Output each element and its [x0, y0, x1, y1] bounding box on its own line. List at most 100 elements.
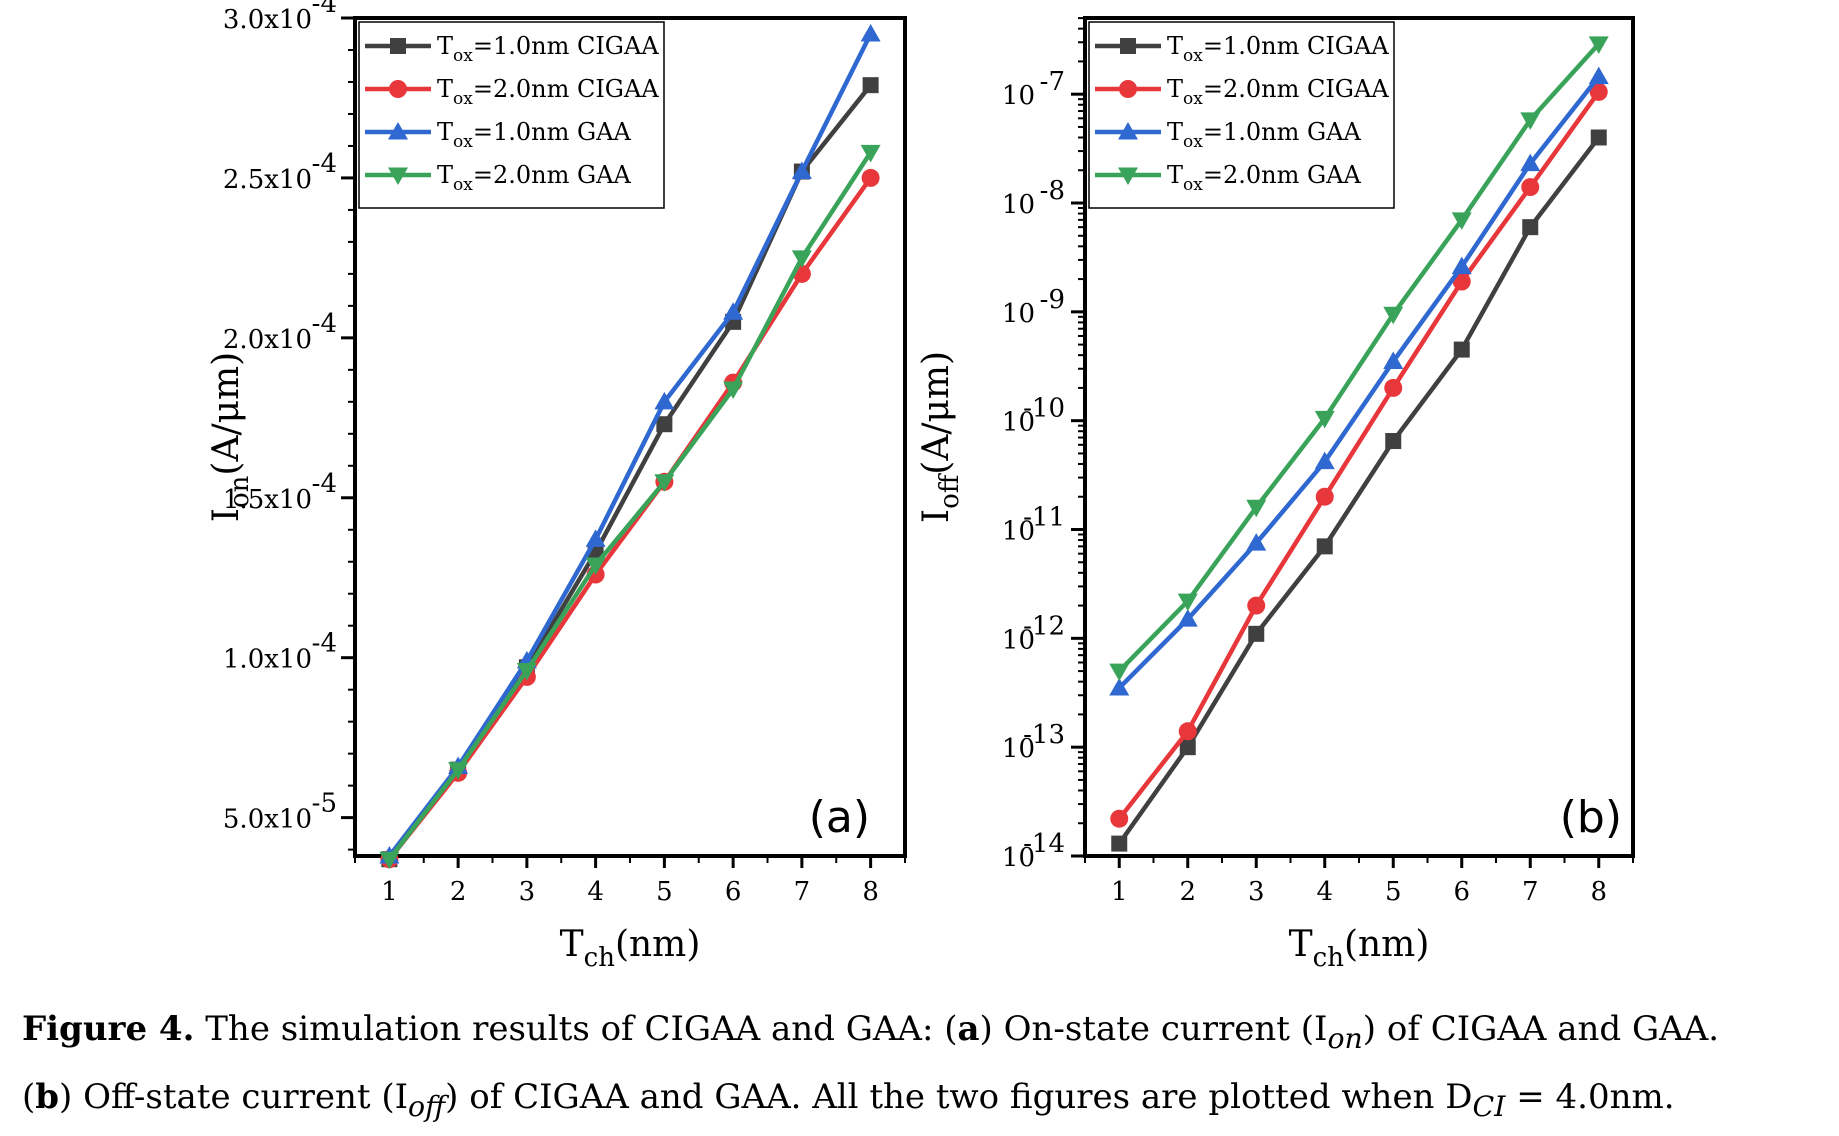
- series-line: [387, 151, 873, 861]
- x-tick-label: 3: [1248, 877, 1265, 907]
- y-tick-exponent: -14: [1023, 829, 1065, 859]
- y-axis-label: Ioff(A/μm): [916, 351, 965, 523]
- panel-label: (b): [1560, 792, 1622, 843]
- caption-panel-a: a: [957, 1009, 980, 1049]
- y-tick-exponent: -4: [312, 469, 337, 499]
- legend-sub: ox: [1183, 46, 1203, 66]
- legend-rest: =1.0nm CIGAA: [1203, 32, 1389, 60]
- data-point: [1110, 809, 1129, 828]
- y-label-base: I: [916, 509, 957, 523]
- legend-label: Tox=2.0nm CIGAA: [1167, 75, 1389, 109]
- series-line: [1117, 136, 1601, 845]
- data-point: [723, 381, 744, 400]
- y-tick-exponent: -13: [1023, 720, 1065, 750]
- x-axis-label: Tch(nm): [560, 924, 701, 973]
- data-point: [1520, 112, 1541, 130]
- x-tick-label: 6: [725, 877, 742, 907]
- data-point: [1109, 677, 1130, 696]
- data-point: [860, 23, 881, 42]
- data-point: [791, 250, 812, 268]
- x-tick-label: 4: [1316, 877, 1333, 907]
- y-tick-exponent: -4: [312, 309, 337, 339]
- y-label-unit: (A/μm): [916, 351, 957, 475]
- y-tick-mantissa: 10: [1002, 734, 1035, 764]
- data-point: [1588, 36, 1609, 54]
- y-tick-mantissa: 10: [1002, 299, 1035, 329]
- caption-sub: off: [408, 1089, 446, 1123]
- data-point: [862, 77, 879, 94]
- legend-rest: =2.0nm GAA: [473, 161, 632, 189]
- legend-rest: =2.0nm GAA: [1203, 161, 1362, 189]
- legend-rest: =2.0nm CIGAA: [1203, 75, 1389, 103]
- y-tick-label: 10: [1002, 843, 1035, 873]
- legend-marker: [1118, 167, 1138, 185]
- data-point: [1520, 153, 1541, 172]
- caption-line-2: (b) Off-state current (Ioff) of CIGAA an…: [22, 1068, 1822, 1136]
- y-tick-mantissa: 10: [1002, 81, 1035, 111]
- legend-sub: ox: [1183, 175, 1203, 195]
- legend-sub: ox: [1183, 89, 1203, 109]
- data-point: [654, 474, 675, 492]
- data-point: [1451, 212, 1472, 230]
- y-tick-exponent: -10: [1023, 394, 1065, 424]
- data-point: [1246, 499, 1267, 518]
- series-line: [1117, 90, 1601, 821]
- caption-text: ) of CIGAA and GAA.: [1362, 1009, 1720, 1049]
- legend-label: Tox=1.0nm GAA: [1167, 118, 1361, 152]
- y-tick-exponent: -11: [1023, 503, 1065, 533]
- data-point: [516, 662, 537, 681]
- series-line: [1117, 75, 1601, 690]
- y-tick-exponent: -5: [312, 789, 337, 819]
- legend-rest: =1.0nm CIGAA: [473, 32, 659, 60]
- y-tick-label: 10: [1002, 734, 1035, 764]
- y-label-sub: off: [935, 472, 965, 509]
- y-tick-label: 10: [1002, 625, 1035, 655]
- x-tick-label: 2: [450, 877, 467, 907]
- chart-a: 1 2 3 4 5 6 7 85.0x10-51.0x10-41.5x10-42.0x10-4…: [206, 0, 907, 973]
- data-point: [1111, 835, 1128, 852]
- caption-text: = 4.0nm.: [1505, 1076, 1675, 1117]
- legend-base: T: [1167, 32, 1183, 60]
- caption-text: ) of CIGAA and GAA. All the two figures …: [445, 1076, 1473, 1117]
- data-point: [1384, 378, 1403, 397]
- data-point: [1452, 272, 1471, 291]
- x-tick-label: 1: [381, 877, 398, 907]
- data-point: [656, 416, 673, 433]
- data-point: [448, 762, 469, 780]
- figure-canvas: 1 2 3 4 5 6 7 85.0x10-51.0x10-41.5x10-42.0x10-4…: [206, 0, 1635, 973]
- data-point: [860, 144, 881, 163]
- y-label-unit: (A/μm): [206, 352, 247, 476]
- legend-label: Tox=1.0nm CIGAA: [1167, 32, 1389, 66]
- y-tick-exponent: -4: [312, 629, 337, 659]
- caption-text: The simulation results of CIGAA and GAA:…: [194, 1009, 958, 1049]
- data-point: [1314, 451, 1335, 470]
- legend-base: T: [437, 75, 453, 103]
- y-tick-mantissa: 10: [1002, 190, 1035, 220]
- y-tick-mantissa: 2.5x10: [223, 165, 312, 195]
- y-tick-label: 2.0x10: [223, 325, 312, 355]
- data-point: [1179, 739, 1196, 756]
- x-tick-label: 6: [1453, 877, 1470, 907]
- legend-marker: [1118, 122, 1138, 140]
- data-point: [1316, 538, 1333, 555]
- x-tick-label: 1: [1111, 877, 1128, 907]
- caption-text: ) On-state current (I: [979, 1009, 1328, 1049]
- figure-label: Figure 4.: [22, 1009, 195, 1049]
- y-tick-mantissa: 2.0x10: [223, 325, 312, 355]
- data-point: [1453, 341, 1470, 358]
- y-tick-mantissa: 10: [1002, 408, 1035, 438]
- y-tick-exponent: -4: [312, 149, 337, 179]
- y-tick-label: 1.0x10: [223, 645, 312, 675]
- data-point: [1522, 219, 1539, 236]
- data-point: [654, 391, 675, 410]
- y-tick-label: 10: [1002, 299, 1035, 329]
- data-point: [1588, 66, 1609, 85]
- data-point: [1383, 306, 1404, 325]
- data-point: [1315, 487, 1334, 506]
- y-label-base: I: [206, 508, 247, 522]
- legend-sub: ox: [453, 175, 473, 195]
- y-tick-mantissa: 3.0x10: [223, 5, 312, 35]
- x-tick-label: 8: [1590, 877, 1607, 907]
- series-line: [1117, 42, 1601, 673]
- y-tick-label: 2.5x10: [223, 165, 312, 195]
